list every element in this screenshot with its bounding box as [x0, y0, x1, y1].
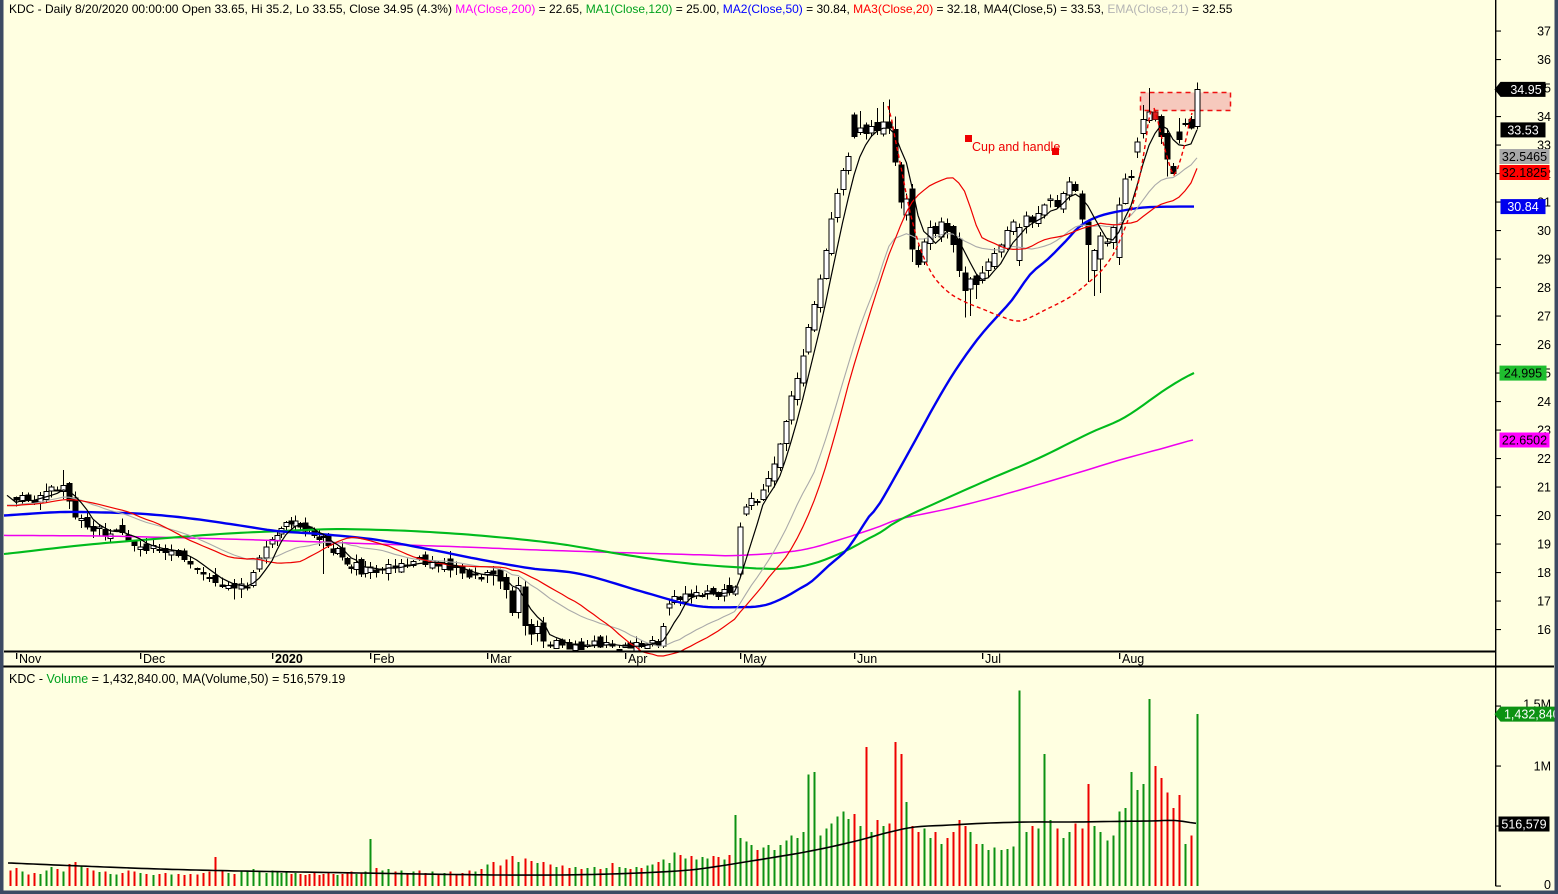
svg-text:26: 26 — [1537, 338, 1551, 352]
svg-text:Jul: Jul — [985, 652, 1001, 666]
svg-text:Jun: Jun — [857, 652, 877, 666]
svg-text:34.95: 34.95 — [1510, 83, 1541, 97]
svg-text:29: 29 — [1537, 253, 1551, 267]
svg-text:0: 0 — [1544, 878, 1551, 892]
svg-text:16: 16 — [1537, 623, 1551, 637]
svg-text:21: 21 — [1537, 481, 1551, 495]
svg-text:1M: 1M — [1534, 760, 1551, 774]
svg-text:18: 18 — [1537, 566, 1551, 580]
svg-text:27: 27 — [1537, 310, 1551, 324]
svg-text:24.995: 24.995 — [1504, 367, 1542, 381]
svg-text:22.6502: 22.6502 — [1502, 434, 1547, 448]
svg-text:34: 34 — [1537, 110, 1551, 124]
svg-text:Dec: Dec — [143, 652, 165, 666]
svg-text:KDC - Volume = 1,432,840.00, M: KDC - Volume = 1,432,840.00, MA(Volume,5… — [9, 672, 345, 686]
svg-text:20: 20 — [1537, 509, 1551, 523]
svg-text:Mar: Mar — [490, 652, 512, 666]
svg-text:30: 30 — [1537, 224, 1551, 238]
svg-text:33.53: 33.53 — [1507, 123, 1538, 137]
svg-text:May: May — [743, 652, 767, 666]
svg-text:Feb: Feb — [373, 652, 395, 666]
svg-text:Cup and handle: Cup and handle — [972, 140, 1060, 154]
svg-text:516,579: 516,579 — [1501, 818, 1546, 832]
svg-text:Apr: Apr — [628, 652, 647, 666]
svg-text:37: 37 — [1537, 25, 1551, 39]
svg-text:Aug: Aug — [1122, 652, 1144, 666]
svg-text:KDC - Daily 8/20/2020 00:00:00: KDC - Daily 8/20/2020 00:00:00 Open 33.6… — [9, 2, 1233, 16]
svg-text:1,432,840: 1,432,840 — [1504, 708, 1558, 722]
svg-text:30.84: 30.84 — [1507, 200, 1538, 214]
svg-text:Nov: Nov — [19, 652, 42, 666]
svg-text:19: 19 — [1537, 538, 1551, 552]
svg-text:36: 36 — [1537, 53, 1551, 67]
svg-text:32.5465: 32.5465 — [1502, 150, 1547, 164]
svg-text:24: 24 — [1537, 395, 1551, 409]
svg-text:28: 28 — [1537, 281, 1551, 295]
svg-text:17: 17 — [1537, 595, 1551, 609]
svg-text:32.1825: 32.1825 — [1502, 166, 1547, 180]
svg-text:2020: 2020 — [275, 652, 303, 666]
svg-text:22: 22 — [1537, 452, 1551, 466]
